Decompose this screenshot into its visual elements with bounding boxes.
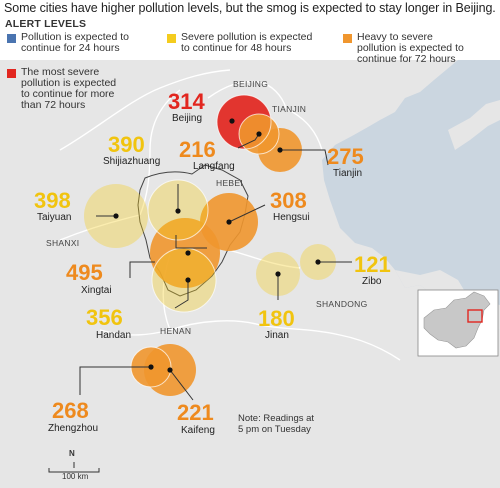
value-zhengzhou: 268 [52, 398, 89, 423]
region-label-hebei: HEBEI [216, 178, 243, 188]
city-dot-tianjin [277, 147, 283, 153]
city-name-taiyuan: Taiyuan [37, 212, 71, 223]
city-dot-zibo [315, 259, 321, 265]
city-dot-jinan [275, 271, 281, 277]
city-name-jinan: Jinan [265, 330, 289, 341]
value-tianjin: 275 [327, 144, 364, 169]
region-label-tianjin: TIANJIN [272, 104, 306, 114]
value-beijing: 314 [168, 89, 205, 114]
city-dot-beijing [229, 118, 235, 124]
legend-line: Heavy to severe [357, 31, 433, 43]
value-shijiazhuang: 390 [108, 132, 145, 157]
city-name-tianjin: Tianjin [333, 168, 362, 179]
legend-line: pollution is expected to [357, 42, 464, 54]
legend-item-24h: Pollution is expected to continue for 24… [7, 32, 157, 56]
value-kaifeng: 221 [177, 400, 214, 425]
scale-bar [48, 462, 100, 473]
legend-line: pollution is expected [21, 77, 117, 89]
value-xingtai: 495 [66, 260, 103, 285]
city-dot-xingtai [185, 250, 191, 256]
pollution-circle-xingtai [150, 218, 220, 288]
legend-swatch-yellow [167, 34, 176, 43]
city-dot-taiyuan [113, 213, 119, 219]
city-name-xingtai: Xingtai [81, 285, 112, 296]
legend-item-48h: Severe pollution is expected to continue… [167, 32, 337, 56]
city-dot-shijiazhuang [175, 208, 181, 214]
leader-lines [79, 133, 352, 401]
legend-swatch-orange [343, 34, 352, 43]
city-dot-kaifeng [167, 367, 173, 373]
value-langfang: 216 [179, 137, 216, 162]
value-hengsui: 308 [270, 188, 307, 213]
city-name-zibo: Zibo [362, 276, 382, 287]
city-name-zhengzhou: Zhengzhou [48, 423, 98, 434]
note-line: Note: Readings at [238, 413, 315, 424]
city-dot-hengsui [226, 219, 232, 225]
province-borders [59, 69, 401, 361]
north-arrow-label: N [69, 449, 75, 458]
value-taiyuan: 398 [34, 188, 71, 213]
city-dot-zhengzhou [148, 364, 154, 370]
city-dot-langfang [256, 131, 262, 137]
city-name-beijing: Beijing [172, 113, 202, 124]
legend-line: Severe pollution is expected [181, 31, 313, 43]
region-label-beijing: BEIJING [233, 79, 268, 89]
value-handan: 356 [86, 305, 123, 330]
inset-map [417, 289, 499, 357]
liaodong-peninsula [448, 100, 500, 150]
legend-line: continue for 24 hours [21, 42, 120, 54]
region-label-shandong: SHANDONG [316, 299, 368, 309]
region-label-henan: HENAN [160, 326, 191, 336]
legend-line: to continue for 48 hours [181, 42, 292, 54]
scale-label: 100 km [62, 472, 89, 481]
city-dots [113, 118, 321, 373]
note-line: 5 pm on Tuesday [238, 424, 311, 435]
city-name-langfang: Langfang [193, 161, 235, 172]
legend-line: Pollution is expected to [21, 31, 129, 43]
legend-line: than 72 hours [21, 99, 86, 111]
value-zibo: 121 [354, 252, 391, 277]
city-dot-handan [185, 277, 191, 283]
readings-note: Note: Readings at 5 pm on Tuesday [238, 413, 314, 435]
legend-line: continue for 72 hours [357, 53, 456, 65]
legend-item-72h: Heavy to severe pollution is expected to… [343, 32, 498, 68]
city-name-kaifeng: Kaifeng [181, 425, 215, 436]
city-name-handan: Handan [96, 330, 131, 341]
inset-highlight-box [467, 309, 483, 323]
legend-line: The most severe [21, 66, 100, 78]
value-jinan: 180 [258, 306, 295, 331]
legend-line: to continue for more [21, 88, 115, 100]
city-name-shijiazhuang: Shijiazhuang [103, 156, 160, 167]
legend-swatch-blue [7, 34, 16, 43]
legend-item-over-72h: The most severe pollution is expected to… [7, 67, 137, 115]
legend-title: ALERT LEVELS [5, 18, 87, 30]
headline: Some cities have higher pollution levels… [4, 1, 496, 15]
legend-swatch-red [7, 69, 16, 78]
region-label-shanxi: SHANXI [46, 238, 79, 248]
pollution-circle-handan [152, 248, 216, 312]
city-name-hengsui: Hengsui [273, 212, 310, 223]
